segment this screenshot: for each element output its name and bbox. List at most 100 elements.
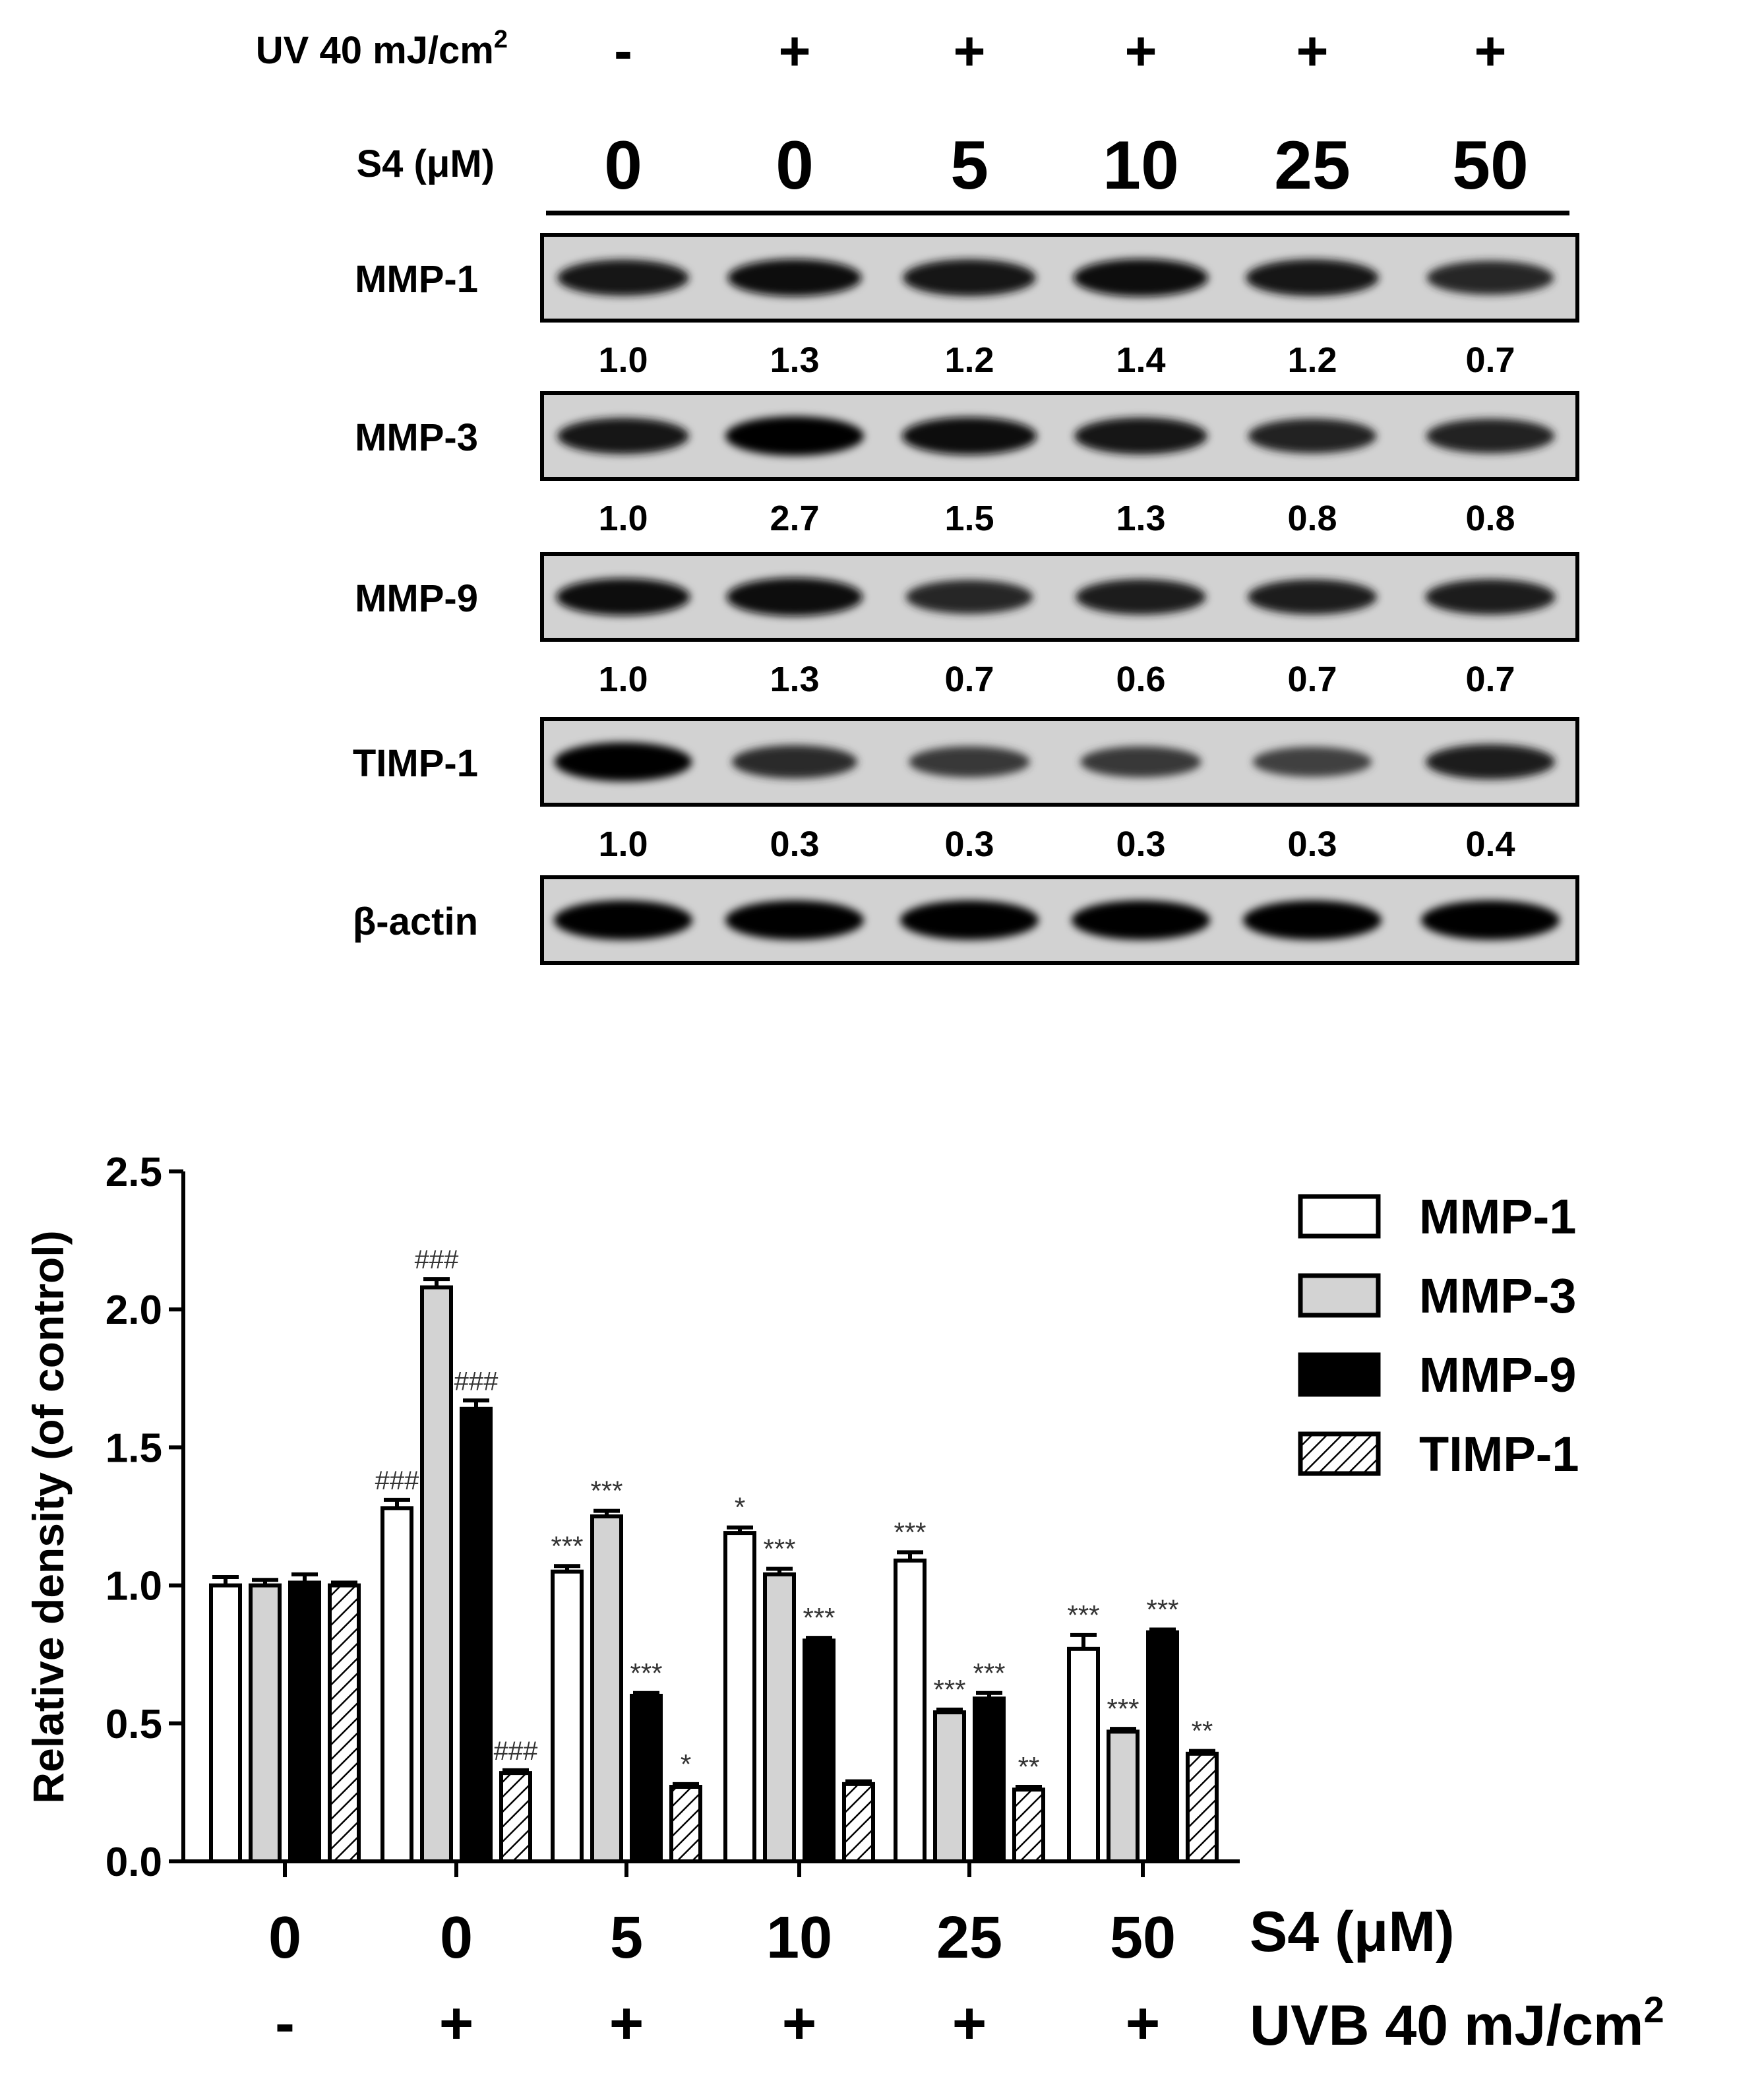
dose-number: 0 — [776, 127, 814, 204]
significance-star: *** — [933, 1674, 965, 1705]
bar-series: ###**********###************###*********… — [209, 1245, 1219, 1864]
dose-number: 5 — [950, 127, 988, 204]
y-tick-label: 2.0 — [106, 1288, 162, 1333]
x-axis: 0 0 5 10 25 50 — [183, 1859, 1240, 1971]
densitometry-value: 1.0 — [598, 660, 648, 699]
series-timp-1: ### * **** — [328, 1580, 1219, 1864]
y-tick-label: 1.0 — [106, 1564, 162, 1609]
uv-sign: - — [614, 20, 632, 82]
blot-row-label: MMP-1 — [355, 258, 478, 301]
blot-band — [903, 259, 1036, 296]
bar — [803, 1638, 836, 1864]
densitometry-value: 1.3 — [770, 660, 819, 699]
significance-star: *** — [1146, 1594, 1178, 1625]
densitometry-value: 0.3 — [770, 824, 819, 864]
bar — [763, 1572, 796, 1863]
uvb-label: UVB 40 mJ/cm2 — [1250, 1989, 1664, 2057]
significance-hash: ### — [415, 1245, 459, 1274]
densitometry-value: 0.7 — [1465, 660, 1515, 699]
y-tick-label: 1.5 — [106, 1425, 162, 1471]
uv-sign: + — [778, 20, 810, 82]
blot-band — [1073, 259, 1209, 297]
densitometry-value: 2.7 — [770, 499, 819, 538]
x-tick-label: 10 — [766, 1905, 832, 1971]
legend-item: TIMP-1 — [1298, 1427, 1579, 1481]
legend-label: MMP-1 — [1419, 1189, 1576, 1244]
blot-band — [726, 577, 863, 617]
legend-label: TIMP-1 — [1419, 1427, 1579, 1481]
significance-hash: ### — [454, 1367, 499, 1396]
blot-band — [556, 578, 690, 616]
uvb-superscript: 2 — [1644, 1989, 1664, 2030]
bar — [973, 1696, 1006, 1864]
dose-number: 50 — [1452, 127, 1529, 204]
legend-swatch — [1298, 1194, 1381, 1239]
bar — [1012, 1787, 1045, 1864]
blot-band — [909, 746, 1030, 778]
y-tick-label: 0.0 — [106, 1840, 162, 1885]
x-row-label: S4 (μM) — [1250, 1900, 1455, 1964]
bar — [590, 1514, 623, 1863]
uv-sign-row: - + + + + + — [614, 20, 1507, 82]
blot-band — [1243, 900, 1382, 940]
bar — [723, 1531, 756, 1863]
bar — [551, 1569, 584, 1863]
blot-band — [557, 259, 689, 296]
densitometry-value: 0.7 — [1465, 340, 1515, 380]
bar — [420, 1285, 453, 1863]
significance-star: ** — [1192, 1716, 1213, 1747]
significance-star: * — [681, 1749, 691, 1780]
blot-band — [1246, 259, 1379, 296]
dose-number: 0 — [604, 127, 642, 204]
densitometry-value: 1.2 — [944, 340, 994, 380]
blot-band — [557, 418, 689, 454]
blot-row: β-actin — [353, 875, 1579, 965]
uv-superscript: 2 — [494, 26, 508, 53]
blot-band — [1426, 418, 1555, 454]
blot-row-label: MMP-3 — [355, 416, 478, 459]
uvb-sign: + — [1126, 1991, 1161, 2057]
densitometry-value: 1.0 — [598, 340, 648, 380]
blot-header: UV 40 mJ/cm2 - + + + + + S4 (μM) 0 0 5 10 25 50 — [256, 20, 1569, 216]
densitometry-value: 1.0 — [598, 824, 648, 864]
blot-panel: MMP-1 1.0 1.3 1.2 1.4 1.2 0.7 MMP-3 1.0 2.7 1.5 1.3… — [353, 233, 1579, 965]
bar — [933, 1710, 966, 1863]
uv-sign: + — [953, 20, 985, 82]
blot-band — [905, 580, 1033, 614]
uv-sign: + — [1296, 20, 1328, 82]
blot-row-label: β-actin — [353, 900, 478, 943]
blot-membrane — [540, 391, 1579, 481]
bar — [1186, 1751, 1219, 1863]
densitometry-value: 0.4 — [1465, 824, 1515, 864]
blot-band — [1426, 261, 1554, 295]
series-mmp-3: ###************ — [249, 1245, 1140, 1864]
x-tick-label: 0 — [268, 1905, 301, 1971]
blot-band — [1080, 746, 1201, 778]
y-axis-title: Relative density (of control) — [24, 1230, 73, 1803]
blot-band — [1252, 747, 1372, 777]
densitometry-value: 0.8 — [1465, 499, 1515, 538]
legend-label: MMP-9 — [1419, 1348, 1576, 1402]
blot-band — [1076, 579, 1206, 615]
significance-star: *** — [803, 1602, 835, 1633]
bar — [249, 1583, 282, 1864]
densitometry-value: 1.3 — [770, 340, 819, 380]
blot-band — [1074, 418, 1207, 454]
blot-band — [1072, 900, 1210, 940]
uvb-sign: - — [275, 1991, 295, 2057]
blot-row: MMP-3 1.0 2.7 1.5 1.3 0.8 0.8 — [355, 391, 1579, 538]
blot-band — [725, 416, 864, 456]
dose-label: S4 (μM) — [357, 142, 495, 185]
legend: MMP-1 MMP-3 MMP-9 TIMP-1 — [1298, 1189, 1579, 1481]
dose-number: 10 — [1103, 127, 1179, 204]
uvb-sign-row: - + + + + + — [275, 1991, 1160, 2057]
bar — [1146, 1630, 1179, 1864]
densitometry-value: 0.3 — [1287, 824, 1337, 864]
y-axis: 0.0 0.5 1.0 1.5 2.0 2.5 — [106, 1150, 185, 1885]
densitometry-value: 0.7 — [1287, 660, 1337, 699]
blot-band — [731, 745, 858, 779]
blot-row: MMP-1 1.0 1.3 1.2 1.4 1.2 0.7 — [355, 233, 1579, 380]
densitometry-value: 0.3 — [944, 824, 994, 864]
bar — [209, 1583, 242, 1864]
blot-band — [554, 900, 692, 940]
